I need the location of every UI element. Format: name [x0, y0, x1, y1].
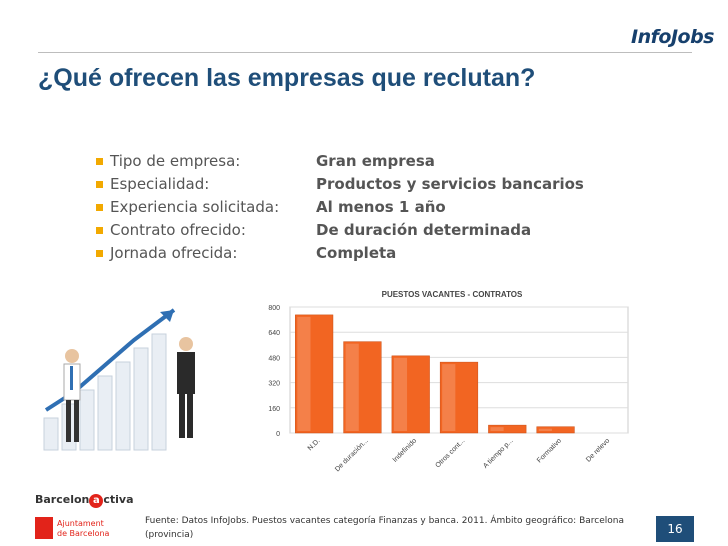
spec-value: Completa: [316, 244, 397, 262]
bar-highlight: [490, 427, 504, 431]
y-tick-label: 640: [268, 330, 280, 337]
growth-illustration: [34, 300, 224, 460]
spec-value: De duración determinada: [316, 221, 532, 239]
bar-highlight: [538, 428, 552, 431]
barcelona-activa-logo: Barcelon a ctiva: [35, 493, 134, 508]
spec-value: Al menos 1 año: [316, 198, 446, 216]
bar: [391, 355, 430, 434]
y-tick-label: 800: [268, 305, 280, 312]
spec-label: Contrato ofrecido:: [110, 221, 246, 239]
bar: [439, 361, 479, 434]
ajuntament-logo: Ajuntament de Barcelona: [35, 517, 115, 541]
chart-title: PUESTOS VACANTES - CONTRATOS: [382, 290, 523, 299]
ajuntament-line2: de Barcelona: [57, 529, 110, 538]
y-tick-label: 0: [276, 431, 280, 438]
ajuntament-line1: Ajuntament: [57, 519, 104, 528]
bullet-icon: [96, 181, 103, 188]
page-number: 16: [656, 516, 694, 542]
bar: [536, 426, 575, 434]
infojobs-logo: InfoJobs: [631, 26, 714, 48]
bullet-icon: [96, 227, 103, 234]
bullet-icon: [96, 204, 103, 211]
spec-value: Gran empresa: [316, 152, 435, 170]
bar-highlight: [393, 357, 408, 431]
spec-label: Jornada ofrecida:: [110, 244, 238, 262]
bar: [343, 341, 382, 434]
bar: [488, 424, 527, 434]
bar-highlight: [345, 343, 359, 431]
page-title: ¿Qué ofrecen las empresas que reclutan?: [38, 64, 536, 92]
spec-label: Tipo de empresa:: [110, 152, 241, 170]
y-tick-label: 480: [268, 355, 280, 362]
contracts-bar-chart: PUESTOS VACANTES - CONTRATOS 0 160 320 480 6…: [240, 285, 640, 480]
spec-value: Productos y servicios bancarios: [316, 175, 584, 193]
source-note: Fuente: Datos InfoJobs. Puestos vacantes…: [145, 516, 624, 540]
bar-highlight: [442, 364, 456, 431]
bullet-icon: [96, 250, 103, 257]
y-tick-label: 320: [268, 381, 280, 388]
header-divider: [38, 52, 692, 53]
bullet-icon: [96, 158, 103, 165]
y-tick-label: 160: [268, 406, 280, 413]
shield-icon: [35, 517, 53, 539]
bar: [295, 314, 334, 434]
spec-label: Especialidad:: [110, 175, 210, 193]
spec-label: Experiencia solicitada:: [110, 198, 280, 216]
bar-highlight: [297, 316, 311, 431]
